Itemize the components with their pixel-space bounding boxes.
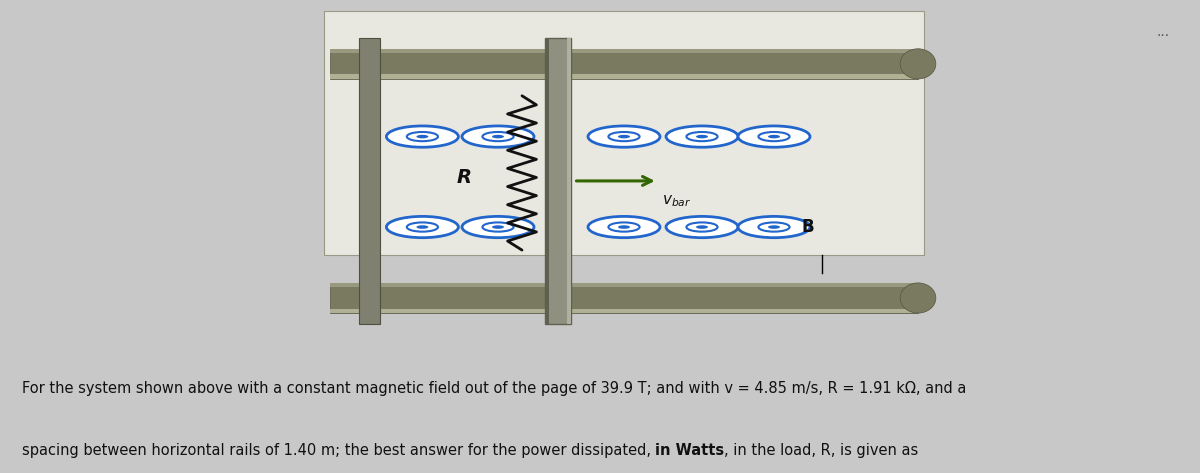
Circle shape — [462, 217, 534, 238]
Text: , in the load, R, is given as: , in the load, R, is given as — [725, 444, 919, 458]
Bar — [359, 38, 380, 324]
Circle shape — [686, 132, 718, 141]
Circle shape — [462, 126, 534, 147]
Text: in Watts: in Watts — [655, 444, 725, 458]
Circle shape — [386, 217, 458, 238]
Text: R: R — [456, 168, 472, 187]
Circle shape — [492, 135, 504, 139]
Circle shape — [482, 132, 514, 141]
Bar — [330, 74, 918, 79]
Bar — [330, 49, 918, 79]
Bar — [330, 283, 918, 288]
Text: B: B — [802, 218, 815, 236]
Bar — [545, 38, 548, 324]
Circle shape — [768, 225, 780, 229]
Circle shape — [416, 135, 428, 139]
Bar — [330, 308, 918, 313]
Circle shape — [618, 225, 630, 229]
Circle shape — [407, 132, 438, 141]
Ellipse shape — [900, 49, 936, 79]
Circle shape — [407, 222, 438, 232]
Circle shape — [666, 126, 738, 147]
Circle shape — [738, 217, 810, 238]
Circle shape — [758, 222, 790, 232]
Bar — [324, 10, 924, 255]
Circle shape — [686, 222, 718, 232]
Circle shape — [666, 217, 738, 238]
Circle shape — [696, 135, 708, 139]
Circle shape — [738, 126, 810, 147]
Circle shape — [618, 135, 630, 139]
Text: ...: ... — [1157, 25, 1170, 39]
Circle shape — [588, 126, 660, 147]
Text: $v_{\mathregular{bar}}$: $v_{\mathregular{bar}}$ — [662, 193, 691, 209]
Ellipse shape — [900, 283, 936, 313]
Circle shape — [608, 132, 640, 141]
Circle shape — [608, 222, 640, 232]
Text: spacing between horizontal rails of 1.40 m; the best answer for the power dissip: spacing between horizontal rails of 1.40… — [22, 444, 655, 458]
Text: For the system shown above with a constant magnetic field out of the page of 39.: For the system shown above with a consta… — [22, 381, 966, 396]
Circle shape — [768, 135, 780, 139]
Circle shape — [482, 222, 514, 232]
Circle shape — [758, 132, 790, 141]
Circle shape — [588, 217, 660, 238]
Circle shape — [696, 225, 708, 229]
Circle shape — [492, 225, 504, 229]
Circle shape — [386, 126, 458, 147]
Circle shape — [416, 225, 428, 229]
Bar — [330, 283, 918, 313]
Bar — [545, 38, 571, 324]
Bar — [568, 38, 571, 324]
Bar — [330, 49, 918, 53]
